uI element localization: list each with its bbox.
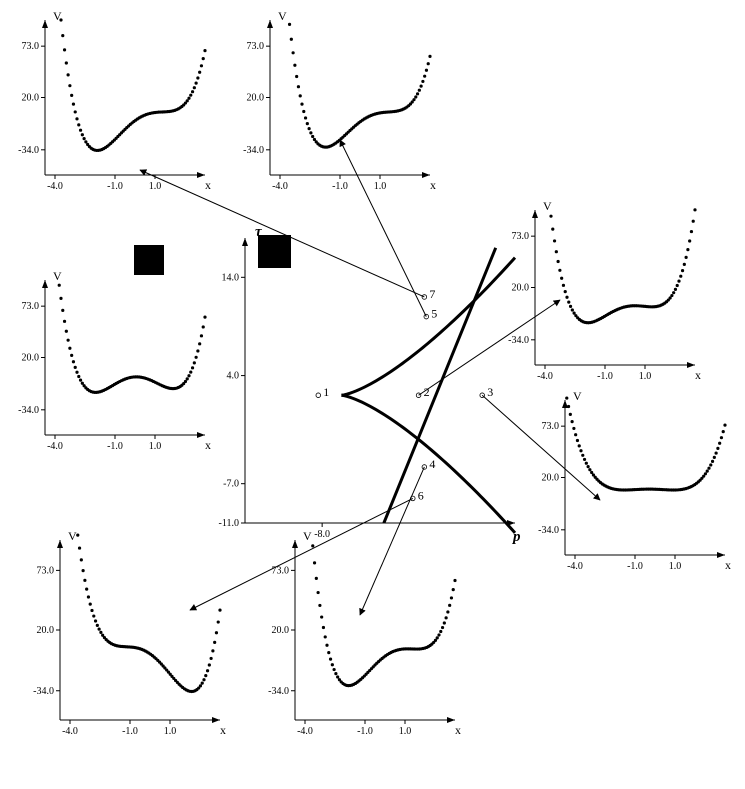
- mini-panel-panel_right2: 73.0 20.0 -34.0 -4.0 -1.0 1.0 Vx: [538, 389, 731, 572]
- curve-dots: [59, 18, 206, 152]
- sample-point-label: 1: [323, 385, 329, 399]
- y-axis-label: V: [303, 529, 312, 543]
- arrow-3: [482, 395, 600, 500]
- xtick-label: 1.0: [639, 371, 652, 382]
- ytick-label: -34.0: [18, 145, 39, 156]
- arrow-5: [340, 140, 426, 317]
- ytick-label: 73.0: [22, 301, 40, 312]
- xtick-label: -4.0: [537, 371, 553, 382]
- y-axis-label: V: [53, 269, 62, 283]
- ytick-label: -34.0: [268, 686, 289, 697]
- xtick-label: -1.0: [122, 726, 138, 737]
- ytick-label: 20.0: [22, 353, 40, 364]
- xtick-label: -1.0: [107, 441, 123, 452]
- xtick-label: -1.0: [597, 371, 613, 382]
- x-axis-label: x: [455, 723, 461, 737]
- center-ytick: -11.0: [219, 518, 239, 529]
- xtick-label: 1.0: [399, 726, 412, 737]
- ytick-label: -34.0: [538, 525, 559, 536]
- xtick-label: 1.0: [149, 181, 162, 192]
- x-axis-label: x: [205, 178, 211, 192]
- xtick-label: -4.0: [47, 441, 63, 452]
- ytick-label: -34.0: [243, 145, 264, 156]
- center-ytick: 14.0: [222, 272, 240, 283]
- xtick-label: 1.0: [374, 181, 387, 192]
- arrow-4: [360, 467, 424, 615]
- mini-panel-panel_topmid: 73.0 20.0 -34.0 -4.0 -1.0 1.0 Vx: [243, 9, 436, 192]
- ytick-label: 73.0: [22, 41, 40, 52]
- sample-point-label: 3: [487, 385, 493, 399]
- xtick-label: -1.0: [332, 181, 348, 192]
- xtick-label: -4.0: [272, 181, 288, 192]
- ytick-label: 73.0: [247, 41, 265, 52]
- curve-dots: [549, 208, 696, 324]
- sample-point-label: 4: [429, 457, 435, 471]
- curve-dots: [311, 544, 456, 687]
- ytick-label: -34.0: [33, 686, 54, 697]
- mini-panel-panel_topleft: 73.020.0-34.0-4.0-1.01.0Vx: [18, 9, 211, 192]
- x-axis-label: x: [430, 178, 436, 192]
- center-xtick: -8.0: [314, 529, 330, 540]
- center-ytick: 4.0: [227, 371, 240, 382]
- xtick-label: 1.0: [149, 441, 162, 452]
- ytick-label: 73.0: [542, 421, 560, 432]
- ytick-label: 73.0: [272, 565, 290, 576]
- center-ytick: -7.0: [223, 479, 239, 490]
- xtick-label: -4.0: [62, 726, 78, 737]
- x-axis-label: x: [695, 368, 701, 382]
- ytick-label: -34.0: [18, 405, 39, 416]
- mini-panel-panel_left: 73.0 20.0 -34.0 -4.0 -1.0 1.0 Vx: [18, 269, 211, 452]
- sample-point: [316, 393, 321, 398]
- x-axis-label: x: [220, 723, 226, 737]
- y-axis-label: V: [543, 199, 552, 213]
- ytick-label: 20.0: [247, 93, 265, 104]
- y-axis-label: V: [278, 9, 287, 23]
- mini-panel-panel_botleft: 73.0 20.0 -34.0 -4.0 -1.0 1.0 Vx: [33, 529, 226, 737]
- ytick-label: 20.0: [512, 283, 530, 294]
- ytick-label: 20.0: [272, 625, 290, 636]
- black-square: [134, 245, 164, 275]
- arrow-6: [190, 498, 413, 610]
- black-square: [258, 235, 291, 268]
- mini-panel-panel_botmid: 73.0 20.0 -34.0 -4.0 -1.0 1.0 Vx: [268, 529, 461, 737]
- xtick-label: -4.0: [567, 561, 583, 572]
- curve-dots: [565, 396, 726, 491]
- mini-panel-panel_right1: 73.0 20.0 -34.0 -4.0 -1.0 1.0 Vx: [508, 199, 701, 382]
- y-axis-label: V: [68, 529, 77, 543]
- x-axis-label: x: [725, 558, 731, 572]
- ytick-label: 73.0: [37, 565, 55, 576]
- ytick-label: 20.0: [37, 625, 55, 636]
- x-axis-label: x: [205, 438, 211, 452]
- ytick-label: 73.0: [512, 231, 530, 242]
- sample-point-label: 6: [418, 488, 424, 502]
- ytick-label: 20.0: [542, 473, 560, 484]
- ytick-label: 20.0: [22, 93, 40, 104]
- curve-dots: [76, 534, 221, 694]
- y-axis-label: V: [573, 389, 582, 403]
- xtick-label: -1.0: [107, 181, 123, 192]
- curve-dots: [288, 23, 432, 149]
- xtick-label: -1.0: [357, 726, 373, 737]
- xtick-label: -4.0: [47, 181, 63, 192]
- sample-point-label: 5: [431, 307, 437, 321]
- curve-dots: [58, 284, 207, 394]
- xtick-label: 1.0: [164, 726, 177, 737]
- xtick-label: -1.0: [627, 561, 643, 572]
- xtick-label: -4.0: [297, 726, 313, 737]
- sample-point-label: 7: [429, 287, 435, 301]
- sample-point-label: 2: [424, 385, 430, 399]
- ytick-label: -34.0: [508, 335, 529, 346]
- xtick-label: 1.0: [669, 561, 682, 572]
